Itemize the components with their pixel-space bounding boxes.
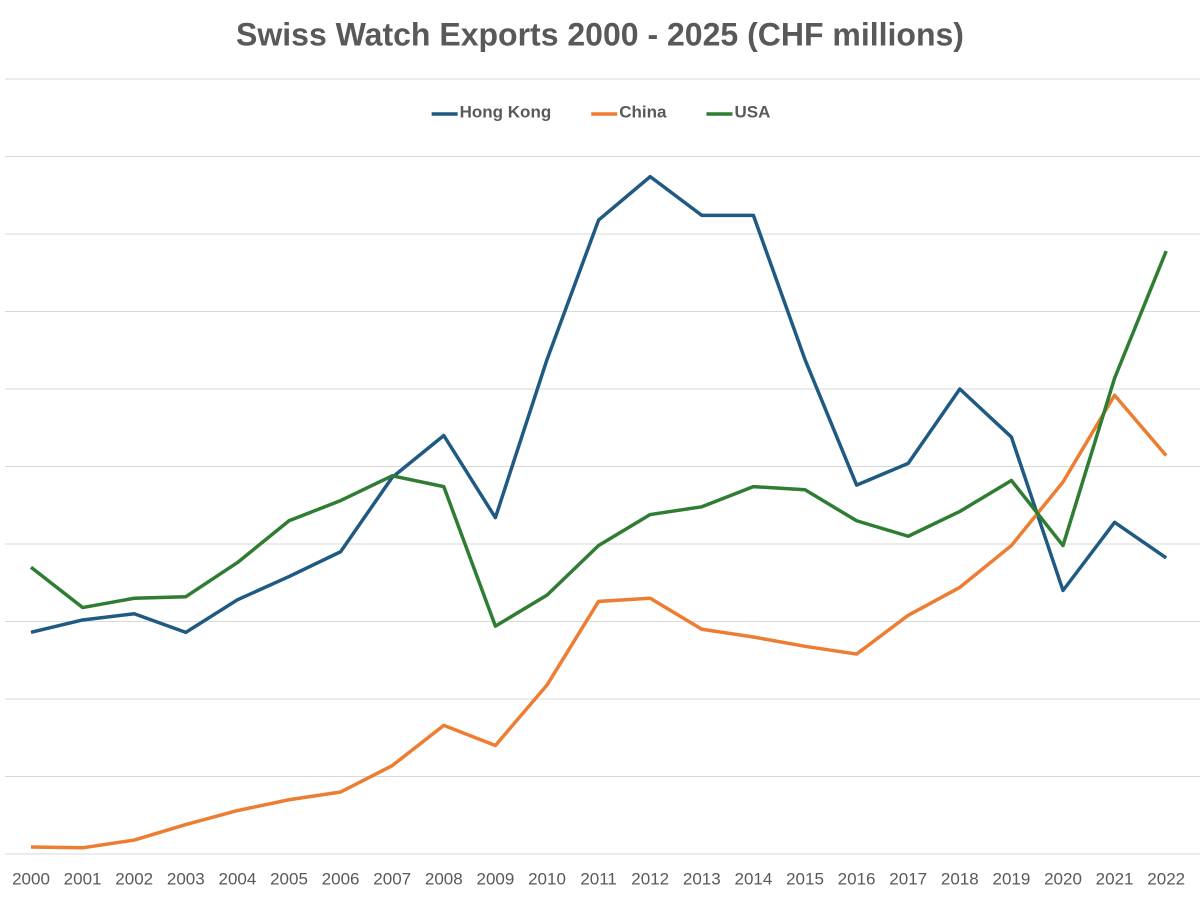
legend-label: USA [734,102,770,121]
x-tick-label: 2002 [115,869,153,888]
x-tick-label: 2017 [889,869,927,888]
x-tick-label: 2021 [1096,869,1134,888]
x-tick-label: 2019 [992,869,1030,888]
x-tick-label: 2000 [12,869,50,888]
x-tick-label: 2004 [218,869,256,888]
x-tick-label: 2015 [786,869,824,888]
x-tick-label: 2014 [734,869,772,888]
legend-label: China [619,102,667,121]
x-tick-label: 2013 [683,869,721,888]
x-tick-label: 2010 [528,869,566,888]
x-tick-label: 2006 [322,869,360,888]
x-tick-label: 2005 [270,869,308,888]
x-tick-label: 2003 [167,869,205,888]
x-tick-label: 2007 [373,869,411,888]
x-tick-label: 2020 [1044,869,1082,888]
x-tick-label: 2009 [476,869,514,888]
x-tick-label: 2016 [838,869,876,888]
series-line [30,393,1168,850]
chart-title: Swiss Watch Exports 2000 - 2025 (CHF mil… [236,16,964,52]
legend-label: Hong Kong [460,102,552,121]
x-tick-label: 2018 [941,869,979,888]
x-tick-label: 2008 [425,869,463,888]
x-tick-label: 2022 [1147,869,1185,888]
series-line [29,250,1168,628]
series-line [30,174,1168,635]
x-tick-label: 2011 [580,869,617,888]
x-tick-label: 2012 [631,869,669,888]
x-tick-label: 2001 [64,869,102,888]
